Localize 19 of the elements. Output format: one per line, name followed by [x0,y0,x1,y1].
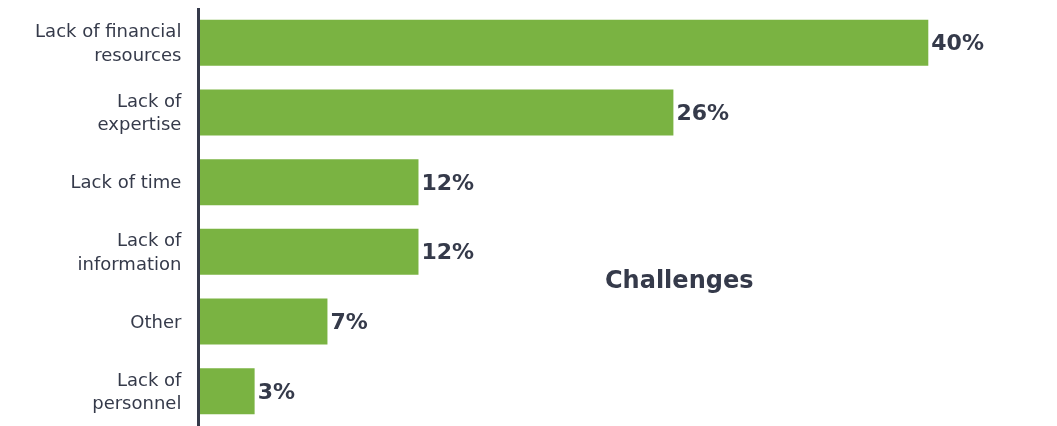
y-tick-label: Lack of personnel [92,368,183,414]
y-tick-label: Lack of expertise [97,90,183,135]
data-label: 26% [676,100,730,125]
bar [200,19,929,66]
data-label: 3% [257,378,295,404]
y-tick-label: Lack of time [70,171,182,193]
bar [200,159,419,206]
bar [200,298,328,345]
annotation: Challenges [605,266,754,294]
y-tick-label: Other [130,310,182,332]
y-tick-label: Lack of financial resources [35,20,182,65]
bar [200,368,255,415]
data-label: 7% [330,309,368,334]
y-tick-label: Lack of information [77,229,183,274]
data-label: 12% [421,169,475,195]
data-label: 12% [421,239,475,265]
bar [200,89,674,136]
bar [200,228,419,275]
data-label: 40% [931,30,984,56]
